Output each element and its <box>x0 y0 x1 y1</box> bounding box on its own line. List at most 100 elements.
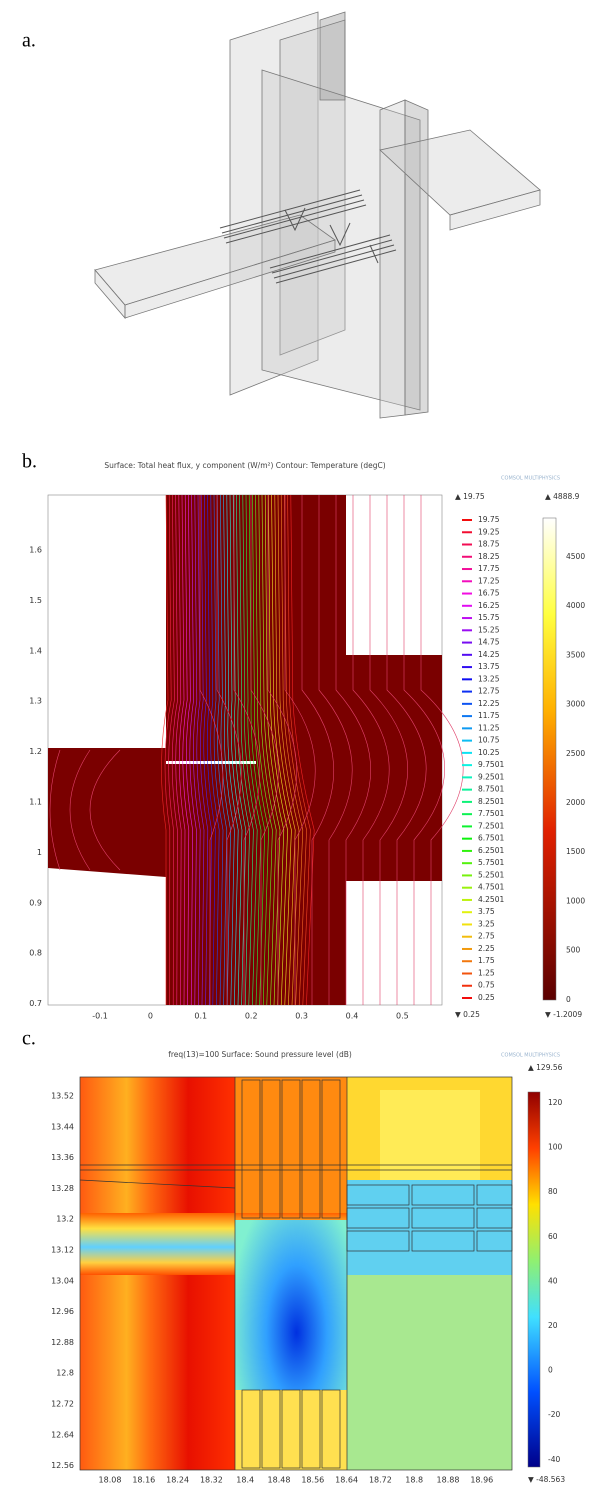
y-tick-label: 1.6 <box>29 546 42 555</box>
colorbar-tick-label: -40 <box>548 1455 560 1464</box>
colorbar-tick-label: 0 <box>566 995 571 1004</box>
x-tick-label: 18.64 <box>335 1476 358 1485</box>
legend-label: 11.25 <box>478 723 500 732</box>
y-tick-label: 12.8 <box>56 1369 74 1378</box>
legend-label: 5.7501 <box>478 858 504 867</box>
contour-line <box>89 749 121 871</box>
logo: COMSOL MULTIPHYSICS <box>501 1053 560 1059</box>
x-tick-label: 18.72 <box>369 1476 392 1485</box>
y-tick-label: 13.52 <box>51 1092 74 1101</box>
contour-line <box>301 495 334 1005</box>
contour-line <box>175 494 182 1006</box>
legend-label: 0.75 <box>478 981 495 990</box>
legend-label: 11.75 <box>478 711 500 720</box>
legend-label: 12.75 <box>478 687 500 696</box>
y-tick-label: 0.7 <box>29 999 42 1008</box>
colorbar-min: ▼ -48.563 <box>528 1475 565 1484</box>
legend-label: 7.7501 <box>478 809 504 818</box>
x-tick-label: 0.1 <box>194 1012 207 1021</box>
field-region <box>346 655 442 881</box>
legend-label: 18.75 <box>478 540 500 549</box>
legend-label: 9.7501 <box>478 760 504 769</box>
legend-label: 1.75 <box>478 956 495 965</box>
x-tick-label: 18.08 <box>99 1476 122 1485</box>
y-tick-label: 1.3 <box>29 697 42 706</box>
legend-label: 19.75 <box>478 515 500 524</box>
x-tick-label: 18.96 <box>470 1476 493 1485</box>
contour-line <box>245 494 262 1006</box>
contour-line <box>284 494 307 1006</box>
field-region <box>48 748 166 877</box>
x-tick-label: 18.4 <box>236 1476 254 1485</box>
legend-label: 13.75 <box>478 662 500 671</box>
y-tick-label: 13.28 <box>51 1184 74 1193</box>
legend-label: 8.2501 <box>478 797 504 806</box>
y-tick-label: 1 <box>37 848 42 857</box>
contour-line <box>199 495 224 1005</box>
colorbar-min: ▼ -1.2009 <box>545 1010 582 1019</box>
colorbar-tick-label: 1000 <box>566 896 585 905</box>
panel-a-geometry <box>94 11 541 419</box>
contour-line <box>242 494 258 1006</box>
legend-label: 14.75 <box>478 638 500 647</box>
x-tick-label: 18.32 <box>200 1476 223 1485</box>
panel-a-bars <box>219 189 397 284</box>
colorbar-tick-label: 0 <box>548 1366 553 1375</box>
field-region <box>380 1090 480 1180</box>
contour-line <box>284 495 316 1005</box>
y-tick-label: 12.64 <box>51 1430 74 1439</box>
y-tick-label: 12.88 <box>51 1338 74 1347</box>
contour-line <box>216 494 228 1006</box>
contour-line <box>267 495 298 1005</box>
logo: COMSOL MULTIPHYSICS <box>501 476 560 482</box>
heat-flux-field <box>48 494 464 1006</box>
legend-label: 8.7501 <box>478 785 504 794</box>
x-tick-label: 18.16 <box>132 1476 155 1485</box>
colorbar-tick-label: 4500 <box>566 552 585 561</box>
contour-line <box>226 494 239 1006</box>
field-region <box>347 1275 512 1470</box>
legend-label: 10.75 <box>478 736 500 745</box>
contour-line <box>290 494 315 1006</box>
y-tick-label: 1.4 <box>29 646 42 655</box>
panel-title: Surface: Total heat flux, y component (W… <box>104 461 385 470</box>
legend-label: 16.25 <box>478 601 500 610</box>
contour-line <box>203 494 212 1006</box>
y-tick-label: 13.2 <box>56 1215 74 1224</box>
colorbar-tick-label: 2500 <box>566 749 585 758</box>
legend-label: 3.75 <box>478 907 495 916</box>
x-tick-label: 18.8 <box>405 1476 423 1485</box>
contour-line <box>200 494 209 1006</box>
x-tick-label: 18.56 <box>301 1476 324 1485</box>
legend-label: 14.25 <box>478 650 500 659</box>
field-region <box>347 1180 512 1275</box>
legend-label: 0.25 <box>478 993 495 1002</box>
colorbar-max: ▲ 4888.9 <box>545 492 580 501</box>
field-region <box>235 1077 347 1215</box>
slab-edge <box>124 239 336 319</box>
y-tick-label: 1.1 <box>29 798 42 807</box>
legend-label: 10.25 <box>478 748 500 757</box>
colorbar-tick-label: 60 <box>548 1232 558 1241</box>
legend-label: 4.2501 <box>478 895 504 904</box>
legend-label: 15.75 <box>478 613 500 622</box>
colorbar-tick-label: 40 <box>548 1276 558 1285</box>
colorbar-tick-label: 4000 <box>566 601 585 610</box>
contour-line <box>236 494 250 1006</box>
y-tick-label: 0.9 <box>29 898 42 907</box>
contour-line <box>161 494 169 1005</box>
contour-line <box>193 494 201 1006</box>
legend-label: 17.75 <box>478 564 500 573</box>
y-tick-label: 13.04 <box>51 1276 74 1285</box>
contour-line <box>261 494 281 1006</box>
legend-label: 4.7501 <box>478 883 504 892</box>
contour-line <box>233 495 261 1005</box>
colorbar-tick-label: 3500 <box>566 650 585 659</box>
y-tick-label: 0.8 <box>29 949 42 958</box>
contour-line <box>210 494 220 1006</box>
colorbar-tick-label: 3000 <box>566 700 585 709</box>
contour-line <box>255 494 273 1006</box>
slab-edge <box>449 189 541 231</box>
contour-line <box>271 494 292 1006</box>
contour-line <box>403 495 445 1005</box>
